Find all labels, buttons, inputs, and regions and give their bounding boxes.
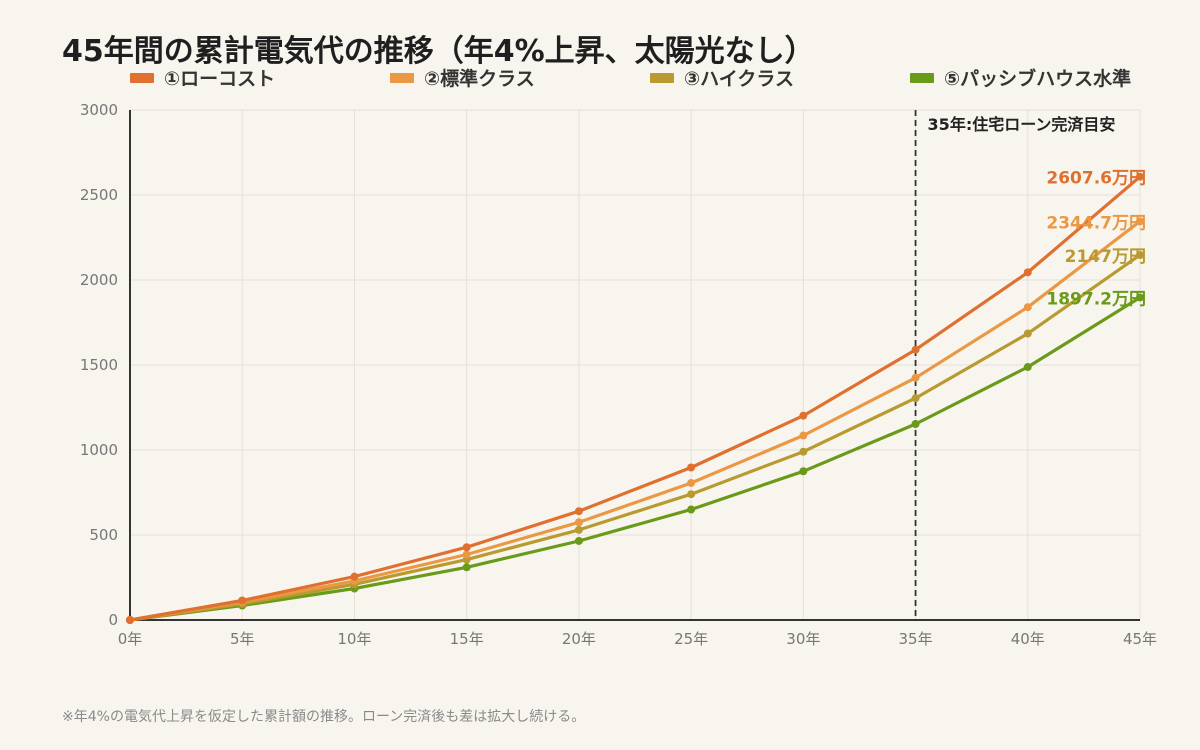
series-line-passive: [128, 295, 1142, 622]
legend: ①ローコスト ②標準クラス ③ハイクラス ⑤パッシブハウス水準: [0, 64, 1200, 90]
y-tick-label: 3000: [80, 101, 118, 119]
x-tick-label: 30年: [786, 630, 820, 648]
series-lowcost: [126, 172, 1144, 624]
data-point: [350, 572, 359, 581]
y-tick-label: 2000: [80, 271, 118, 289]
data-point: [462, 550, 471, 559]
end-label-passive: 1897.2万円: [1046, 289, 1146, 309]
y-tick-label: 1500: [80, 356, 118, 374]
data-point: [574, 518, 583, 527]
legend-swatch-standard: [390, 72, 414, 83]
gridlines: [129, 109, 1141, 621]
data-point: [1136, 172, 1144, 181]
data-point: [1136, 217, 1144, 226]
data-point: [238, 596, 247, 605]
data-point: [574, 536, 583, 545]
data-point: [1023, 303, 1032, 312]
data-point: [462, 543, 471, 552]
data-point: [126, 616, 134, 624]
data-point: [799, 431, 808, 440]
x-tick-label: 15年: [450, 630, 484, 648]
x-tick-label: 25年: [674, 630, 708, 648]
data-point: [911, 419, 920, 428]
series-line-standard: [128, 219, 1142, 622]
series-standard: [126, 217, 1144, 624]
legend-item-highclass: ③ハイクラス: [650, 64, 794, 91]
data-point: [911, 345, 920, 354]
legend-swatch-passive: [910, 72, 934, 83]
y-tick-label: 2500: [80, 186, 118, 204]
data-point: [1136, 293, 1144, 302]
legend-label-highclass: ③ハイクラス: [684, 68, 794, 90]
x-tick-label: 45年: [1123, 630, 1157, 648]
legend-swatch-highclass: [650, 72, 674, 83]
data-point: [911, 373, 920, 382]
data-point: [687, 505, 696, 514]
x-tick-label: 0年: [118, 630, 143, 648]
x-tick-label: 10年: [337, 630, 371, 648]
legend-label-passive: ⑤パッシブハウス水準: [944, 68, 1132, 90]
y-tick-label: 1000: [80, 441, 118, 459]
series-passive: [126, 293, 1144, 624]
data-point: [687, 463, 696, 472]
x-tick-label: 20年: [562, 630, 596, 648]
legend-label-lowcost: ①ローコスト: [164, 68, 276, 90]
y-tick-label: 500: [89, 526, 118, 544]
data-point: [1023, 363, 1032, 372]
legend-label-standard: ②標準クラス: [424, 68, 535, 90]
data-point: [799, 467, 808, 476]
data-point: [687, 478, 696, 487]
legend-item-passive: ⑤パッシブハウス水準: [910, 64, 1131, 91]
series-line-highclass: [128, 253, 1142, 622]
legend-swatch-lowcost: [130, 72, 154, 83]
data-point: [911, 394, 920, 403]
data-point: [462, 563, 471, 572]
series-line-lowcost: [128, 175, 1142, 622]
x-tick-label: 40年: [1011, 630, 1045, 648]
data-point: [574, 525, 583, 534]
legend-item-lowcost: ①ローコスト: [130, 64, 275, 91]
data-point: [1023, 268, 1032, 277]
data-point: [574, 507, 583, 516]
data-point: [1023, 329, 1032, 338]
end-label-lowcost: 2607.6万円: [1046, 169, 1146, 189]
data-point: [1136, 251, 1144, 260]
loan-completion-label: 35年:住宅ローン完済目安: [928, 115, 1116, 134]
end-label-highclass: 2147万円: [1065, 247, 1146, 267]
chart-title: 45年間の累計電気代の推移（年4%上昇、太陽光なし）: [62, 34, 815, 69]
y-tick-label: 0: [108, 611, 118, 629]
data-point: [799, 447, 808, 456]
footnote: ※年4%の電気代上昇を仮定した累計額の推移。ローン完済後も差は拡大し続ける。: [62, 709, 586, 725]
series-highclass: [126, 251, 1144, 624]
x-tick-label: 5年: [230, 630, 255, 648]
end-label-standard: 2344.7万円: [1046, 213, 1146, 233]
legend-item-standard: ②標準クラス: [390, 64, 535, 91]
data-point: [687, 490, 696, 499]
data-point: [799, 411, 808, 420]
x-tick-label: 35年: [899, 630, 933, 648]
